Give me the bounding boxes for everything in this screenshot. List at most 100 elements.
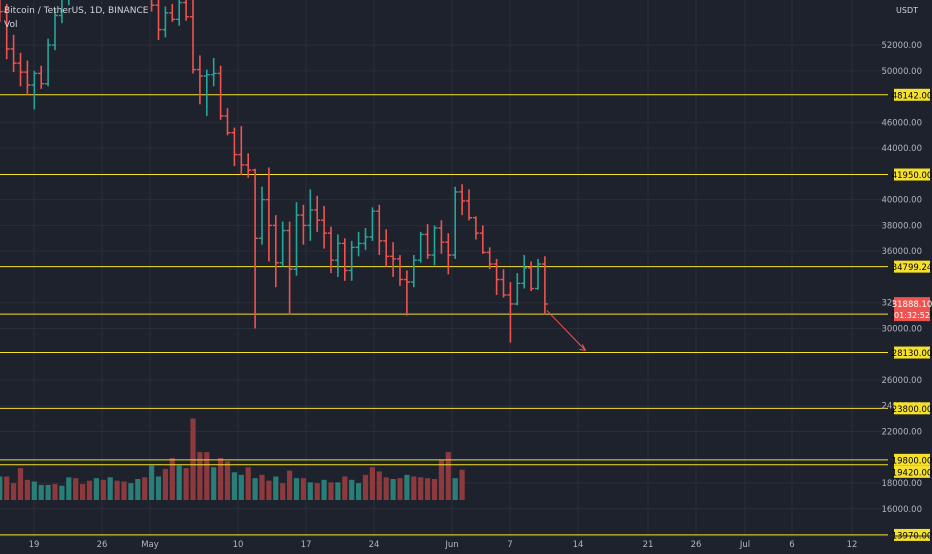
volume-bar [259, 474, 265, 500]
volume-bar [390, 479, 396, 500]
volume-bar [66, 477, 72, 500]
volume-bar [321, 479, 327, 500]
level-price-label-bg [894, 453, 930, 466]
level-price-label-bg [894, 346, 930, 359]
level-price-label: 19420.00 [892, 468, 932, 478]
volume-bar [142, 477, 148, 500]
volume-bar [11, 483, 17, 500]
level-price-label: 28130.00 [892, 349, 932, 359]
level-price-label-bg [894, 402, 930, 415]
volume-bar [52, 484, 58, 500]
projection-arrowhead [579, 344, 587, 352]
level-price-label: 48142.00 [892, 91, 932, 101]
volume-bar [31, 481, 37, 500]
y-tick-label: 50000.00 [881, 67, 922, 77]
volume-bar [100, 479, 106, 500]
level-price-label-bg [894, 88, 930, 101]
volume-bar [397, 478, 403, 500]
x-tick-label: 24 [369, 540, 380, 550]
volume-bar [231, 472, 237, 500]
x-tick-label: 17 [301, 540, 312, 550]
volume-bar [135, 479, 141, 500]
volume-bar [38, 484, 44, 500]
volume-bar [73, 478, 79, 500]
y-tick-label: 16000.00 [881, 505, 922, 515]
volume-bar [17, 468, 24, 500]
x-tick-label: 6 [789, 540, 794, 550]
y-tick-label: 52000.00 [881, 41, 922, 51]
volume-bar [169, 458, 175, 500]
volume-bar [59, 485, 65, 500]
level-price-label: 19800.00 [892, 456, 932, 466]
volume-bar [369, 467, 375, 500]
volume-bar [176, 465, 182, 500]
volume-bar [238, 474, 244, 500]
volume-bar [418, 477, 424, 500]
projection-arrow[interactable] [546, 310, 587, 352]
y-tick-label: 30000.00 [881, 324, 922, 334]
volume-bar [24, 479, 30, 500]
y-tick-label: 38000.00 [881, 221, 922, 231]
volume-bar [438, 459, 444, 500]
volume-bar [121, 481, 127, 500]
x-tick-label: 12 [847, 540, 858, 550]
volume-bar [300, 478, 306, 500]
x-tick-label: Jun [444, 540, 458, 550]
volume-bar [45, 484, 51, 500]
volume-bar [280, 483, 286, 500]
volume-bar [287, 470, 293, 500]
x-tick-label: Jul [739, 540, 750, 550]
volume-bar [114, 480, 120, 500]
volume-bar [342, 476, 348, 500]
volume-bar [245, 467, 251, 500]
volume-bar [307, 482, 313, 500]
volume-bar [431, 479, 438, 500]
level-price-label: 23800.00 [892, 405, 932, 415]
volume-bar [0, 476, 3, 500]
volume-bar [4, 476, 10, 500]
volume-bar [183, 468, 189, 500]
volume-bar [252, 478, 258, 500]
volume-bar [349, 479, 355, 500]
price-bars [0, 0, 548, 343]
y-tick-label: 36000.00 [881, 247, 922, 257]
volume-bar [383, 477, 389, 500]
level-price-label-bg [894, 260, 930, 273]
x-tick-label: May [141, 540, 159, 550]
current-price-label-bg [894, 297, 930, 322]
volume-bar [404, 474, 410, 500]
y-tick-label: 44000.00 [881, 144, 922, 154]
volume-bar [149, 465, 155, 500]
x-tick-label: 7 [507, 540, 512, 550]
volume-bar [190, 418, 196, 500]
volume-bar [224, 461, 231, 500]
volume-bar [107, 477, 113, 500]
volume-bar [293, 478, 300, 500]
x-tick-label: 21 [643, 540, 654, 550]
y-tick-label: 26000.00 [881, 376, 922, 386]
volume-bars [0, 418, 465, 500]
level-price-label: 41950.00 [892, 171, 932, 181]
grid [0, 0, 888, 536]
y-tick-label: 46000.00 [881, 118, 922, 128]
volume-indicator-label[interactable]: Vol [4, 20, 18, 30]
volume-bar [128, 483, 134, 500]
x-tick-label: 26 [691, 540, 702, 550]
volume-bar [314, 483, 320, 500]
symbol-title[interactable]: Bitcoin / TetherUS, 1D, BINANCE [4, 6, 149, 16]
volume-bar [266, 480, 272, 500]
x-tick-label: 10 [233, 540, 244, 550]
x-tick-label: 19 [29, 540, 40, 550]
volume-bar [211, 467, 217, 500]
y-tick-label: 22000.00 [881, 427, 922, 437]
volume-bar [80, 484, 86, 500]
projection-line [546, 310, 586, 351]
current-price-countdown: 01:32:52 [894, 311, 930, 320]
volume-bar [356, 483, 362, 500]
volume-bar [218, 458, 224, 500]
level-price-label-bg [894, 168, 930, 181]
level-price-label-bg [894, 465, 930, 478]
